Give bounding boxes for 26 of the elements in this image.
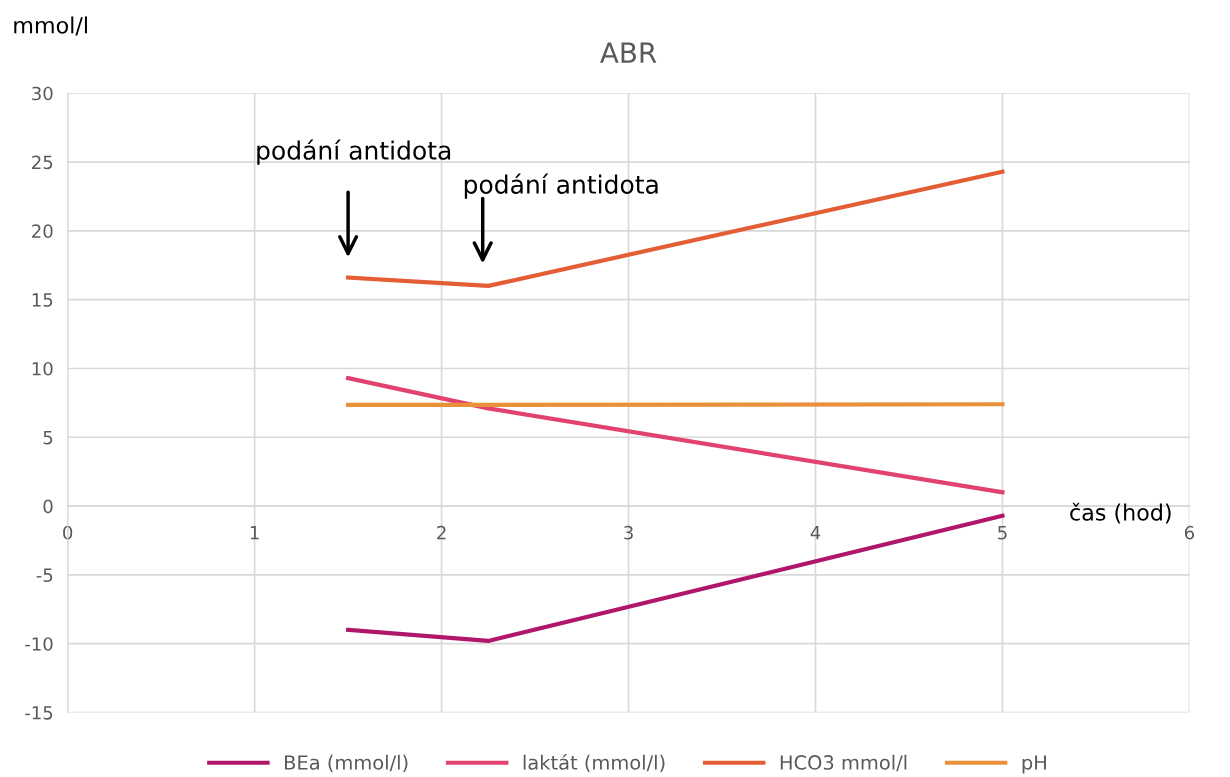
chart-title: ABR — [600, 42, 657, 63]
x-axis-title: čas (hod) — [1070, 502, 1171, 524]
y-tick-label: 5 — [43, 430, 53, 445]
legend-label: BEa (mmol/l) — [285, 754, 408, 773]
y-tick-label: 25 — [32, 155, 53, 170]
x-tick-label: 4 — [810, 526, 821, 540]
x-tick-label: 5 — [998, 526, 1007, 540]
y-tick-label: 10 — [32, 361, 53, 376]
annotation: podání antidota — [464, 173, 658, 199]
annotation: podání antidota — [257, 139, 451, 165]
y-tick-label: -15 — [25, 706, 53, 720]
x-tick-label: 3 — [624, 525, 633, 540]
x-tick-label: 6 — [1184, 525, 1195, 540]
x-tick-label: 0 — [63, 525, 73, 540]
legend-label: pH — [1022, 755, 1046, 774]
y-axis-title: mmol/l — [14, 16, 87, 36]
y-tick-label: 30 — [32, 86, 53, 101]
y-tick-label: 15 — [32, 293, 53, 307]
y-tick-label: -10 — [25, 637, 53, 651]
y-tick-label: -5 — [36, 568, 53, 583]
legend-label: HCO3 mmol/l — [780, 754, 907, 772]
y-tick-label: 20 — [32, 224, 53, 238]
y-tick-label: 0 — [43, 499, 53, 514]
legend-label: laktát (mmol/l) — [523, 754, 665, 773]
x-tick-label: 1 — [250, 526, 259, 540]
x-tick-label: 2 — [437, 525, 446, 540]
